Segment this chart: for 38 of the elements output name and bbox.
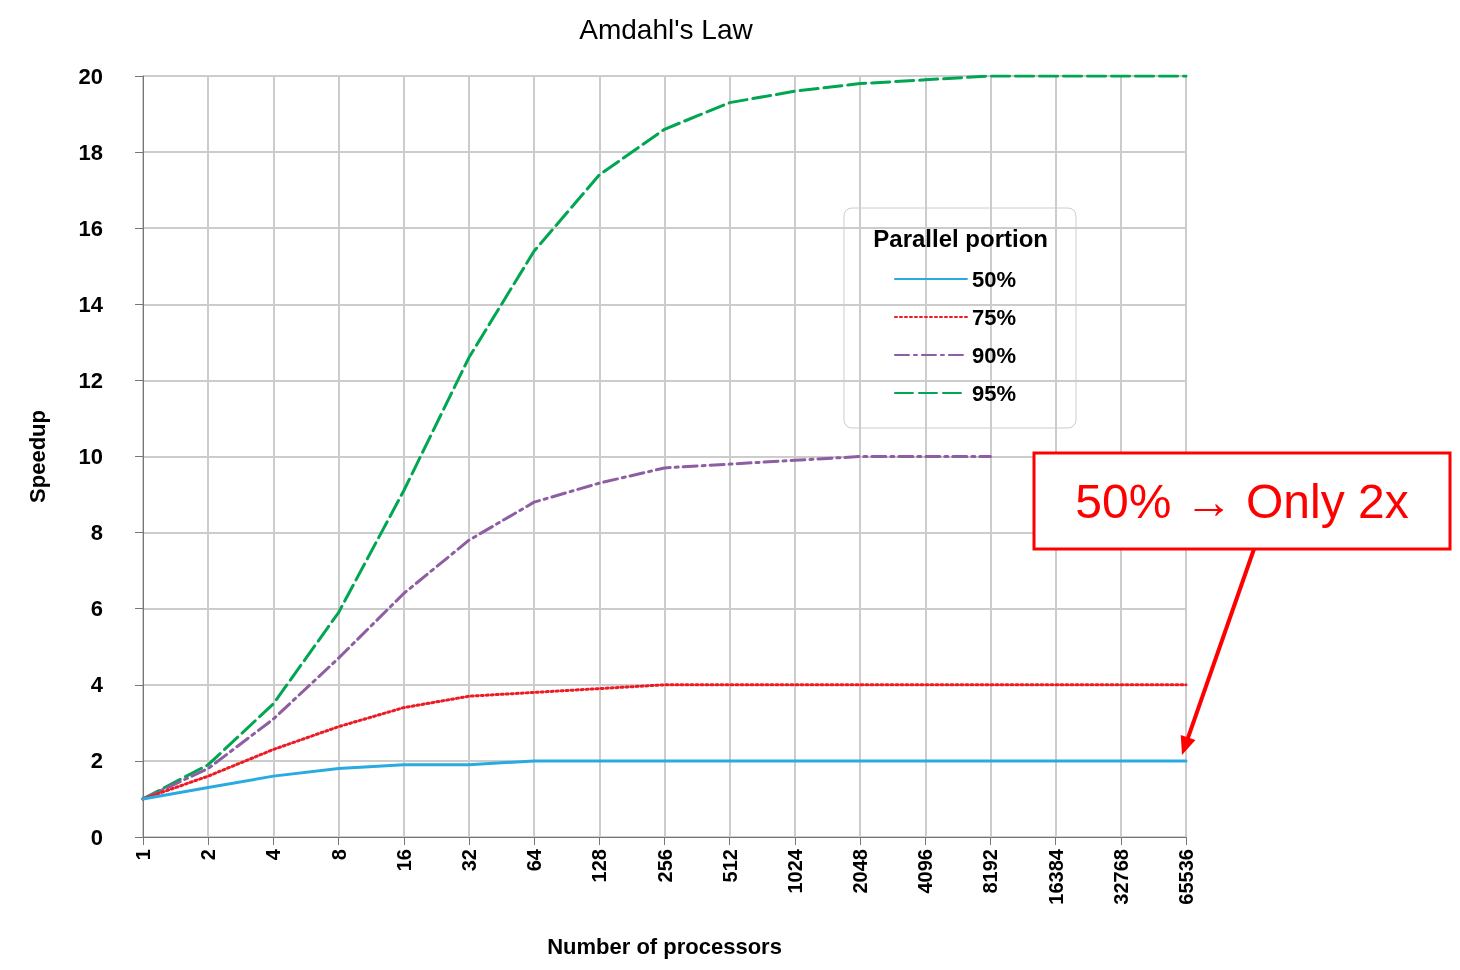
x-tick-label: 1024 [783,848,806,894]
annotation: 50% → Only 2x [1075,475,1409,528]
legend-label: 95% [971,380,1017,406]
x-tick-label: 2 [197,849,220,861]
x-tick-label: 512 [718,849,741,883]
legend-label: 50% [971,266,1017,292]
y-tick-label: 10 [78,444,103,469]
x-axis-title: Number of processors [547,933,782,959]
x-tick-label: 8 [327,849,350,861]
chart-title: Amdahl's Law [579,13,754,45]
x-tick-label: 64 [523,848,546,872]
y-tick-label: 0 [90,824,103,850]
y-tick-label: 20 [78,63,103,89]
x-tick-label: 128 [588,849,611,883]
x-tick-label: 32768 [1109,849,1132,905]
y-tick-label: 18 [78,139,103,165]
line-series [141,759,1188,801]
legend-title: Parallel portion [873,224,1048,252]
y-tick-label: 8 [90,520,103,546]
y-tick-label: 14 [78,291,104,317]
x-tick-label: 16384 [1044,848,1067,905]
y-tick-label: 12 [78,367,103,393]
y-tick-label: 2 [90,748,103,774]
y-tick-label: 4 [90,672,104,698]
x-tick-label: 1 [132,849,154,861]
x-tick-label: 256 [653,849,676,883]
x-tick-label: 32 [457,849,480,872]
y-tick-label: 6 [90,596,103,622]
legend-label: 75% [971,304,1017,330]
x-tick-label: 4096 [914,849,937,894]
x-tick-label: 16 [392,849,415,872]
x-tick-label: 2048 [849,849,872,894]
x-tick-label: 65536 [1175,849,1197,905]
x-tick-label: 8192 [979,849,1002,894]
y-axis-title: Speedup [24,410,50,503]
y-tick-label: 16 [78,215,103,241]
x-tick-label: 4 [262,848,285,861]
legend-label: 90% [971,342,1017,368]
